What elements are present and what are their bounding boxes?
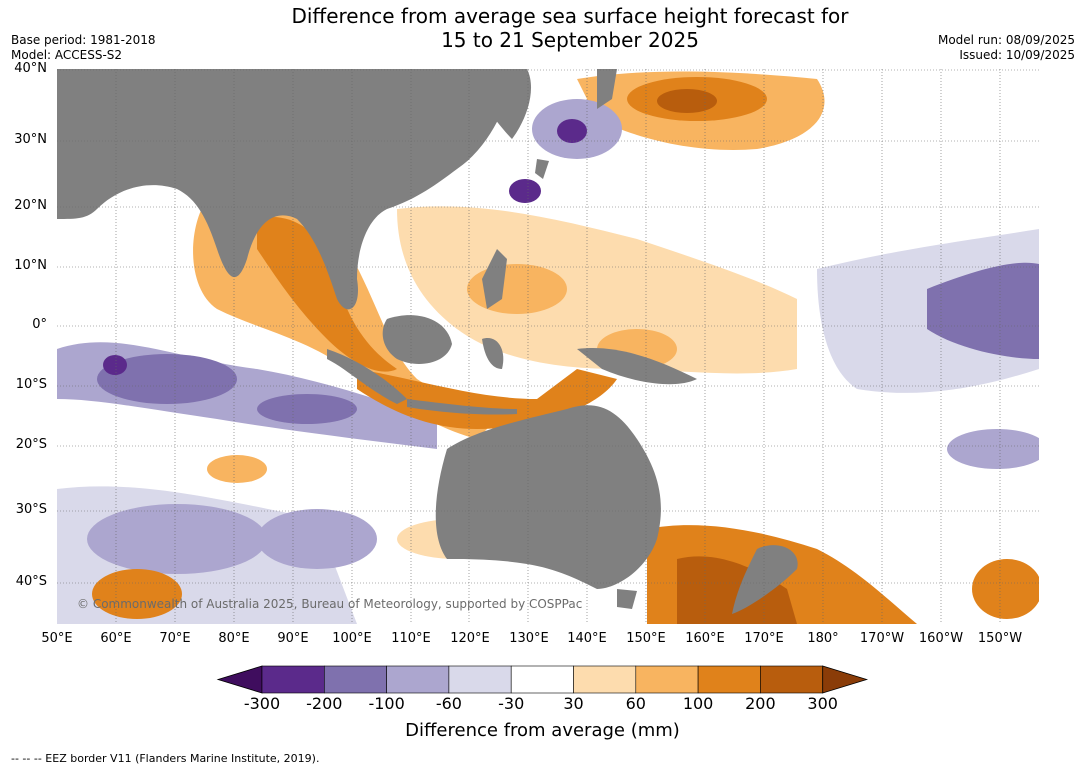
sulawesi-island [482, 338, 504, 369]
java-island [407, 399, 517, 415]
lon-label: 170°E [744, 631, 784, 646]
title-line-2: 15 to 21 September 2025 [441, 28, 699, 52]
lon-label: 70°E [159, 631, 191, 646]
anomaly-fields [57, 71, 1039, 624]
neg-japan-core [557, 119, 587, 143]
borneo-island [382, 315, 452, 364]
colorbar-segment [635, 665, 699, 694]
pos-southwest-indian [92, 569, 182, 619]
lat-label: 30°S [15, 502, 47, 517]
pos-tasman-core [677, 556, 797, 624]
lon-label: 130°E [509, 631, 549, 646]
lon-label: 120°E [450, 631, 490, 646]
colorbar-segment [386, 665, 450, 694]
new-zealand-islands [732, 545, 798, 614]
copyright-notice: © Commonwealth of Australia 2025, Bureau… [77, 597, 583, 611]
graticule [57, 69, 1039, 624]
east-asia-coast [472, 69, 532, 139]
lon-label: 110°E [391, 631, 431, 646]
colorbar-tick-label: -100 [368, 694, 405, 713]
lon-label: 150°W [977, 631, 1023, 646]
colorbar-tick-label: 300 [807, 694, 838, 713]
colorbar-segment [760, 665, 824, 694]
colorbar-tick-label: 100 [682, 694, 714, 713]
taiwan-island [535, 159, 549, 179]
lon-label: 140°E [567, 631, 607, 646]
neg-southwest-core [87, 504, 267, 574]
lat-label: 40°N [14, 61, 47, 76]
lon-label: 150°E [626, 631, 666, 646]
sumatra-island [327, 349, 407, 404]
pos-far-southeast [972, 559, 1039, 619]
lon-label: 60°E [100, 631, 132, 646]
map-title: Difference from average sea surface heig… [0, 4, 1085, 52]
colorbar-segment [510, 665, 574, 694]
pos-mid-indian [207, 455, 267, 483]
title-line-1: Difference from average sea surface heig… [291, 4, 849, 28]
new-guinea-island [577, 348, 697, 385]
lon-label: 50°E [41, 631, 73, 646]
japan-island [597, 69, 617, 109]
colorbar-arrow-high [822, 665, 869, 694]
colorbar-segment [697, 665, 761, 694]
colorbar-segment [261, 665, 325, 694]
lat-label: 20°N [14, 198, 47, 213]
colorbar-tick-label: 30 [563, 694, 584, 713]
lat-label: 0° [32, 317, 47, 332]
pos-warm-pool [397, 206, 797, 374]
sea-height-map [57, 69, 1039, 624]
lat-label: 10°S [15, 377, 47, 392]
neg-south-pacific [947, 429, 1039, 469]
colorbar-tick-label: -300 [243, 694, 281, 713]
lon-label: 100°E [332, 631, 372, 646]
colorbar [216, 665, 869, 694]
colorbar-tick-label: 200 [745, 694, 776, 713]
model-run: Model run: 08/09/2025 [937, 33, 1075, 47]
eez-footnote: -- -- -- EEZ border V11 (Flanders Marine… [11, 752, 320, 765]
meta-right: Model run: 08/09/2025 Issued: 10/09/2025 [938, 33, 1075, 63]
neg-core-1 [97, 354, 237, 404]
pos-warm-core-1 [467, 264, 567, 314]
pos-bay-core [257, 217, 397, 372]
meta-left: Base period: 1981-2018 Model: ACCESS-S2 [11, 33, 156, 63]
lat-label: 40°S [15, 574, 47, 589]
philippines-islands [482, 249, 507, 309]
issued-date: Issued: 10/09/2025 [959, 48, 1075, 62]
colorbar-tick-label: -200 [306, 694, 343, 713]
colorbar-arrow-low [216, 665, 263, 694]
asia-landmass [57, 69, 517, 310]
lon-label: 170°W [859, 631, 905, 646]
colorbar-tick-label: 60 [625, 694, 646, 713]
colorbar-tick-label: -60 [435, 694, 462, 713]
lat-label: 20°S [15, 437, 47, 452]
land-masses [57, 69, 798, 614]
neg-southwest-core-2 [257, 509, 377, 569]
colorbar-segment [323, 665, 387, 694]
lon-label: 80°E [218, 631, 250, 646]
pos-kuroshio-peak [657, 89, 717, 113]
map-canvas [57, 69, 1039, 624]
colorbar-tick-label: -30 [498, 694, 525, 713]
neg-core-2 [103, 355, 127, 375]
neg-core-3 [257, 394, 357, 424]
lon-label: 180° [807, 631, 839, 646]
lat-label: 10°N [14, 258, 47, 273]
colorbar-label: Difference from average (mm) [405, 720, 680, 741]
colorbar-segments [216, 665, 869, 694]
base-period: Base period: 1981-2018 [11, 33, 156, 47]
lon-label: 160°E [685, 631, 725, 646]
colorbar-segment [448, 665, 512, 694]
lon-label: 160°W [918, 631, 964, 646]
tasmania-island [617, 589, 637, 609]
lat-label: 30°N [14, 132, 47, 147]
lon-label: 90°E [277, 631, 309, 646]
neg-core-pacific [509, 179, 541, 203]
neg-east-pacific-core [927, 262, 1039, 359]
model-name: Model: ACCESS-S2 [11, 48, 123, 62]
colorbar-segment [573, 665, 637, 694]
australia-continent [435, 405, 661, 589]
